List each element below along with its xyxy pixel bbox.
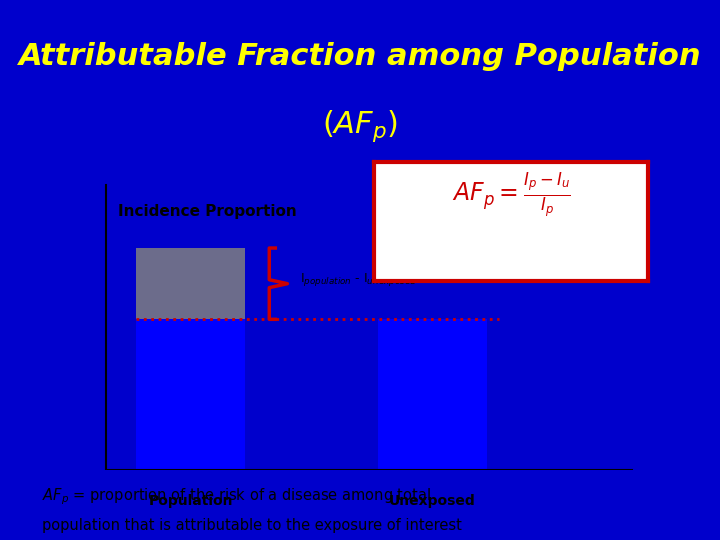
Text: $AF_p = \frac{I_p - I_u}{I_p}$: $AF_p = \frac{I_p - I_u}{I_p}$ (451, 171, 571, 220)
Text: $(AF_p)$: $(AF_p)$ (322, 109, 398, 144)
Text: Population: Population (148, 494, 233, 508)
Bar (378, 319, 487, 470)
Text: Incidence Proportion: Incidence Proportion (118, 205, 297, 219)
Text: Attributable Fraction among Population: Attributable Fraction among Population (19, 42, 701, 71)
Text: Unexposed: Unexposed (390, 494, 476, 508)
Bar (136, 319, 245, 470)
Text: population that is attributable to the exposure of interest: population that is attributable to the e… (42, 518, 462, 534)
Bar (136, 248, 245, 319)
Text: $AF_p$ = proportion of the risk of a disease among total: $AF_p$ = proportion of the risk of a dis… (42, 486, 431, 507)
Text: $\mathregular{I}_{population}$ - $\mathregular{I}_{unexposed}$: $\mathregular{I}_{population}$ - $\mathr… (300, 271, 417, 288)
